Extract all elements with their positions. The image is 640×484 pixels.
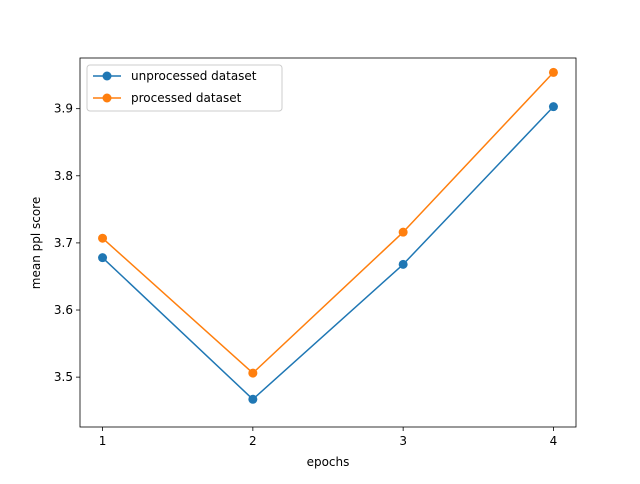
legend-item: processed dataset <box>93 91 242 105</box>
legend-label: unprocessed dataset <box>131 69 257 83</box>
data-point <box>548 102 558 112</box>
legend-marker <box>102 93 112 103</box>
series-1 <box>98 102 558 404</box>
data-point <box>548 67 558 77</box>
y-tick-label: 3.9 <box>54 102 73 116</box>
x-tick-label: 4 <box>550 434 558 448</box>
series-layer <box>98 67 558 404</box>
legend-label: processed dataset <box>131 91 242 105</box>
series-line <box>101 71 555 374</box>
y-tick-label: 3.6 <box>54 303 73 317</box>
x-tick-label: 1 <box>99 434 107 448</box>
series-line <box>101 105 555 401</box>
data-point <box>98 233 108 243</box>
x-tick-label: 2 <box>249 434 257 448</box>
data-point <box>248 394 258 404</box>
y-tick-label: 3.5 <box>54 370 73 384</box>
plot-border <box>79 57 577 428</box>
plot-area <box>79 57 577 428</box>
y-tick-label: 3.7 <box>54 236 73 250</box>
data-point <box>98 253 108 263</box>
x-tick-label: 3 <box>399 434 407 448</box>
legend-box <box>86 64 283 112</box>
data-point <box>398 259 408 269</box>
series-2 <box>98 67 558 378</box>
y-axis-label: mean ppl score <box>29 197 43 289</box>
y-tick-label: 3.8 <box>54 169 73 183</box>
legend: unprocessed dataset processed dataset <box>86 64 283 112</box>
data-point <box>398 227 408 237</box>
data-point <box>248 368 258 378</box>
y-axis: 3.5 3.6 3.7 3.8 3.9 <box>54 102 80 384</box>
x-axis-label: epochs <box>307 455 350 469</box>
x-axis: 1 2 3 4 <box>99 427 558 448</box>
legend-item: unprocessed dataset <box>93 69 257 83</box>
legend-marker <box>102 71 112 81</box>
